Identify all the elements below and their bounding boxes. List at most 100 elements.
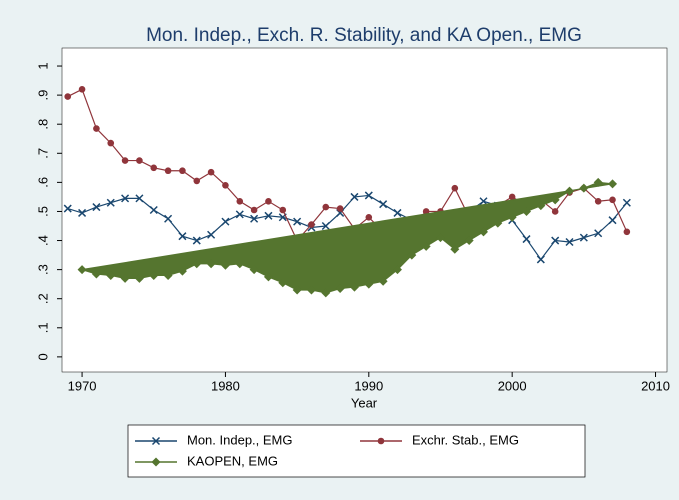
data-point — [221, 217, 230, 226]
data-point — [551, 236, 560, 245]
data-point — [222, 181, 229, 189]
y-tick-label: .5 — [35, 206, 50, 217]
y-tick-label: .1 — [35, 322, 50, 333]
data-point — [522, 206, 532, 216]
plot-area — [61, 47, 668, 373]
data-point — [250, 214, 259, 223]
data-point — [78, 85, 86, 93]
y-tick-label: .8 — [35, 119, 50, 130]
x-tick-label: 1970 — [68, 378, 97, 393]
data-point — [63, 204, 72, 213]
data-point — [235, 259, 245, 269]
data-point — [149, 205, 158, 215]
data-point — [121, 194, 130, 203]
data-point — [536, 201, 546, 211]
data-point — [120, 273, 130, 283]
data-point — [264, 211, 273, 220]
y-tick-label: 0 — [35, 353, 50, 360]
y-tick-label: .3 — [35, 264, 50, 275]
series-line — [67, 194, 628, 261]
data-point — [594, 229, 603, 238]
data-point — [235, 210, 244, 219]
data-point — [536, 255, 545, 264]
legend-label: KAOPEN, EMG — [187, 453, 278, 468]
y-tick-label: .2 — [35, 293, 50, 304]
data-point — [121, 157, 129, 164]
data-point — [321, 288, 331, 298]
data-point — [279, 206, 287, 214]
data-point — [220, 260, 230, 270]
y-tick-label: 1 — [35, 62, 50, 69]
x-tick-label: 2010 — [641, 378, 670, 393]
data-point — [451, 184, 459, 192]
data-point — [608, 216, 617, 225]
data-point — [322, 203, 330, 211]
x-tick-label: 2000 — [498, 378, 527, 393]
data-point — [435, 233, 445, 243]
data-point — [378, 276, 388, 286]
data-point — [349, 282, 359, 292]
data-point — [393, 208, 402, 217]
data-point — [594, 197, 602, 205]
data-point — [292, 285, 302, 295]
y-tick-label: .7 — [35, 148, 50, 159]
x-tick-label: 1990 — [354, 378, 383, 393]
data-point — [335, 284, 345, 294]
data-point — [579, 183, 589, 193]
data-point — [150, 164, 158, 172]
data-point — [579, 233, 588, 242]
data-point — [565, 186, 575, 196]
data-point — [250, 206, 258, 214]
data-point — [64, 93, 72, 100]
data-point — [623, 228, 631, 236]
data-point — [336, 205, 344, 212]
data-point — [364, 191, 373, 200]
data-point — [265, 197, 272, 205]
data-point — [551, 208, 559, 215]
data-point — [278, 278, 288, 288]
data-point — [308, 221, 315, 228]
data-point — [306, 285, 316, 295]
data-point — [193, 177, 201, 185]
data-point — [364, 279, 374, 289]
data-point — [178, 232, 187, 241]
data-point — [77, 265, 87, 275]
legend-label: Mon. Indep., EMG — [187, 432, 293, 447]
data-point — [321, 221, 330, 231]
data-point — [479, 197, 488, 206]
data-point — [608, 179, 618, 189]
data-point — [106, 270, 116, 280]
legend-marker — [377, 437, 385, 445]
y-tick-label: .4 — [35, 235, 50, 246]
y-tick-label: .6 — [35, 177, 50, 188]
data-point — [92, 203, 101, 212]
data-point — [508, 193, 516, 201]
data-point — [421, 241, 431, 251]
data-point — [107, 139, 115, 147]
data-point — [565, 237, 574, 247]
data-point — [365, 213, 373, 221]
data-point — [134, 273, 144, 283]
data-point — [163, 270, 173, 280]
data-point — [192, 259, 202, 269]
data-point — [622, 198, 631, 207]
data-point — [192, 236, 201, 245]
data-point — [249, 265, 259, 275]
data-point — [164, 214, 173, 223]
data-point — [379, 200, 388, 209]
data-point — [593, 177, 603, 187]
data-point — [263, 272, 273, 282]
data-point — [135, 194, 144, 203]
data-point — [106, 198, 115, 207]
data-point — [350, 192, 359, 201]
data-point — [179, 167, 186, 175]
data-point — [149, 270, 159, 280]
legend-label: Exchr. Stab., EMG — [412, 432, 519, 447]
chart-title: Mon. Indep., Exch. R. Stability, and KA … — [146, 25, 582, 46]
data-point — [207, 230, 216, 239]
data-point — [164, 167, 172, 175]
data-point — [493, 218, 503, 228]
x-tick-label: 1980 — [211, 378, 240, 393]
y-tick-label: .9 — [35, 90, 50, 101]
